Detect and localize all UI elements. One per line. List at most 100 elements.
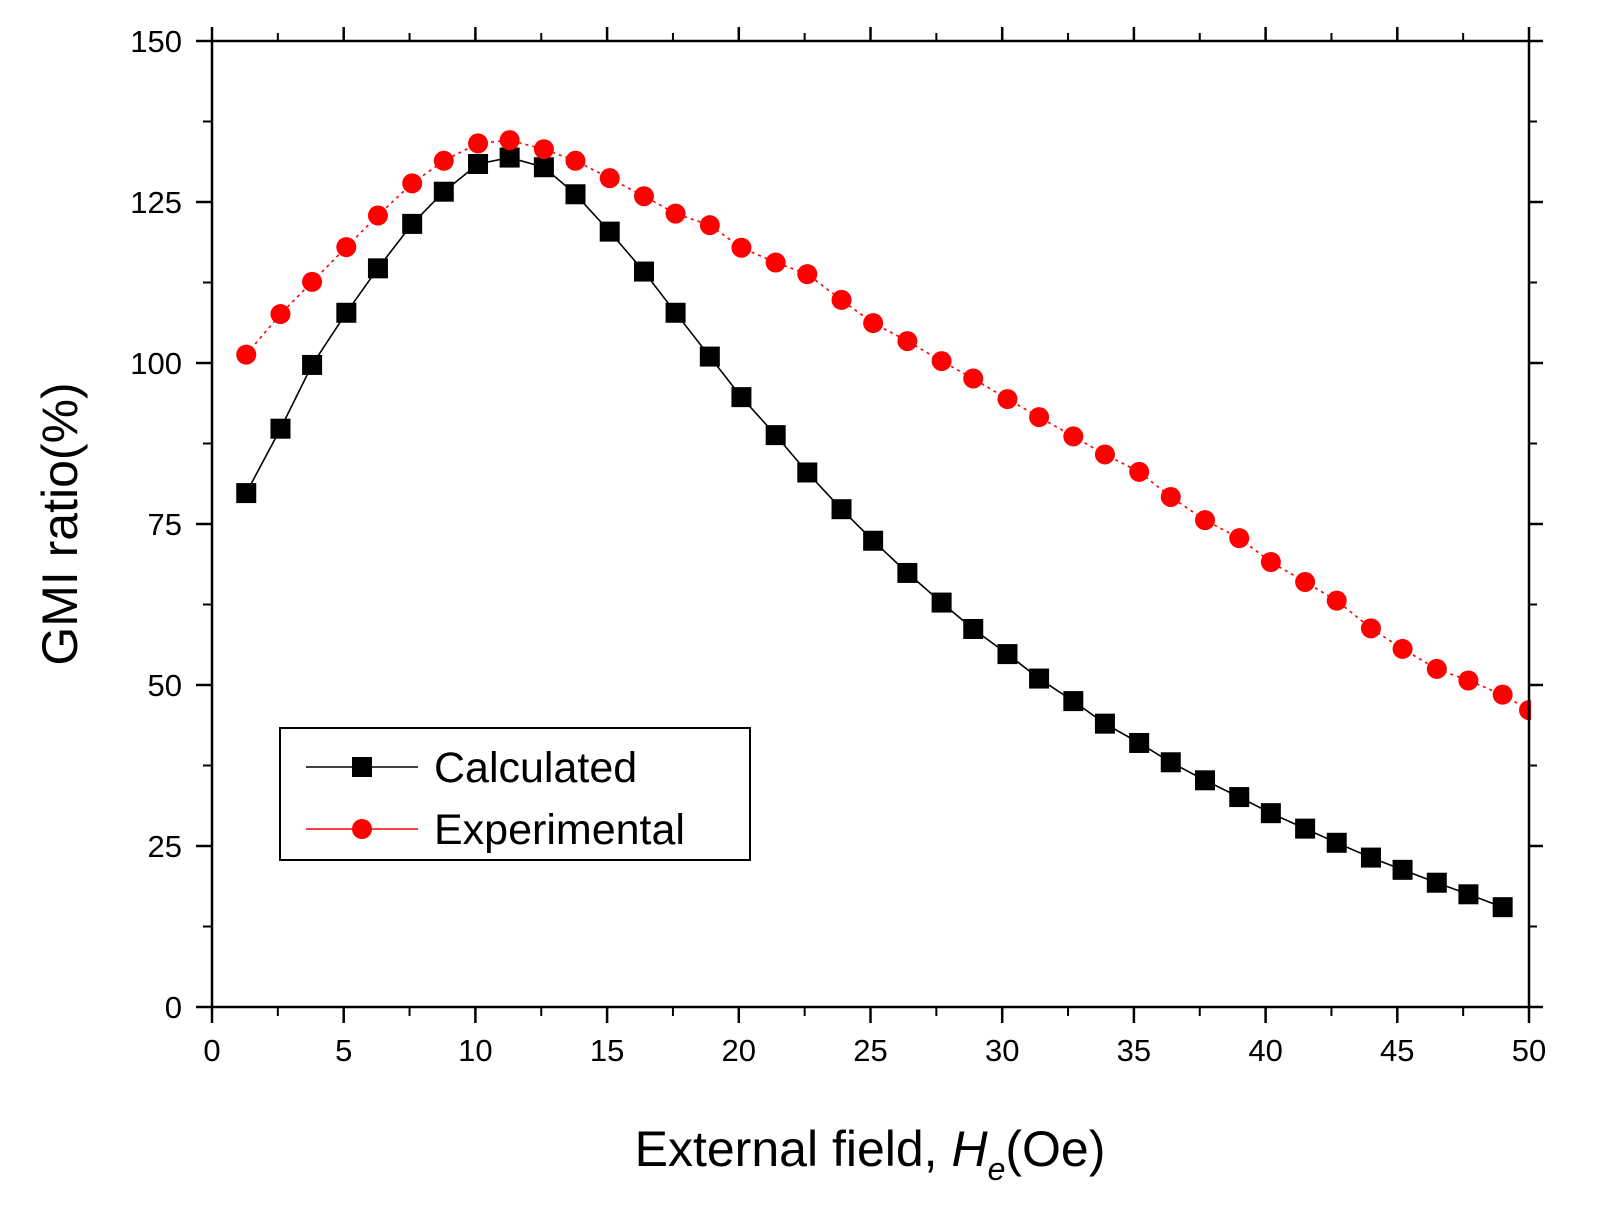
data-point-experimental [433, 150, 454, 171]
data-point-experimental [533, 139, 554, 160]
data-point-calculated [433, 181, 454, 202]
data-point-calculated [336, 302, 357, 323]
data-point-calculated [731, 387, 752, 408]
y-tick-label: 100 [130, 346, 182, 381]
data-point-calculated [1426, 872, 1447, 893]
legend-item-calculated: Calculated [306, 744, 637, 792]
data-point-experimental [997, 389, 1018, 410]
data-point-experimental [699, 215, 720, 236]
x-tick-label: 20 [722, 1033, 756, 1068]
data-point-calculated [1094, 713, 1115, 734]
data-point-experimental [1260, 551, 1281, 572]
x-axis-title-var: H [951, 1121, 988, 1177]
legend-item-experimental: Experimental [306, 806, 685, 854]
data-point-experimental [1392, 638, 1413, 659]
y-tick-label: 25 [148, 829, 182, 864]
data-point-calculated [565, 184, 586, 205]
x-tick-label: 5 [335, 1033, 352, 1068]
data-point-calculated [1195, 770, 1216, 791]
legend-experimental-marker [352, 819, 372, 839]
data-point-experimental [1426, 658, 1447, 679]
x-tick-label: 50 [1512, 1033, 1546, 1068]
data-point-experimental [1129, 461, 1150, 482]
x-tick-label: 45 [1380, 1033, 1414, 1068]
x-tick-label: 25 [853, 1033, 887, 1068]
data-point-calculated [402, 213, 423, 234]
legend-calculated-marker [352, 757, 372, 777]
y-tick-label: 0 [165, 990, 182, 1025]
data-point-experimental [236, 344, 257, 365]
data-point-experimental [665, 203, 686, 224]
data-point-calculated [633, 261, 654, 282]
data-point-calculated [1326, 832, 1347, 853]
data-point-experimental [1029, 407, 1050, 428]
data-point-calculated [1260, 803, 1281, 824]
data-point-calculated [963, 618, 984, 639]
x-axis-title-unit: (Oe) [1005, 1121, 1105, 1177]
data-point-experimental [897, 331, 918, 352]
data-point-calculated [270, 418, 291, 439]
data-point-experimental [270, 304, 291, 325]
data-point-calculated [797, 462, 818, 483]
data-point-experimental [599, 168, 620, 189]
y-tick-label: 50 [148, 668, 182, 703]
data-point-experimental [1195, 510, 1216, 531]
data-point-experimental [1160, 486, 1181, 507]
data-point-experimental [831, 289, 852, 310]
series-calculated [236, 147, 1513, 918]
data-point-experimental [765, 252, 786, 273]
data-point-calculated [1229, 787, 1250, 808]
data-point-calculated [236, 483, 257, 504]
data-point-calculated [1160, 752, 1181, 773]
data-point-calculated [863, 530, 884, 551]
x-tick-label: 0 [203, 1033, 220, 1068]
data-point-calculated [302, 354, 323, 375]
data-point-calculated [1458, 884, 1479, 905]
data-point-experimental [302, 271, 323, 292]
plot-frame [210, 39, 1531, 1009]
data-point-calculated [1295, 818, 1316, 839]
data-point-calculated [367, 258, 388, 279]
series-line-experimental [245, 139, 1530, 711]
y-tick-label: 150 [130, 24, 182, 59]
y-tick-label: 75 [148, 507, 182, 542]
x-tick-label: 15 [590, 1033, 624, 1068]
data-point-calculated [1360, 847, 1381, 868]
legend-experimental-label: Experimental [434, 806, 685, 854]
data-point-calculated [897, 562, 918, 583]
x-axis-title: External field, He(Oe) [635, 1121, 1106, 1187]
data-point-experimental [1063, 426, 1084, 447]
data-point-experimental [367, 205, 388, 226]
data-point-calculated [1063, 691, 1084, 712]
data-point-experimental [931, 351, 952, 372]
data-point-experimental [565, 150, 586, 171]
x-tick-label: 10 [458, 1033, 492, 1068]
data-point-experimental [468, 133, 489, 154]
data-point-calculated [765, 425, 786, 446]
data-point-experimental [633, 186, 654, 207]
data-point-experimental [1295, 571, 1316, 592]
x-tick-label: 40 [1248, 1033, 1282, 1068]
axis-ticks [196, 27, 1543, 1023]
x-axis-title-sub: e [988, 1151, 1006, 1187]
data-point-experimental [1094, 444, 1115, 465]
data-point-experimental [1229, 528, 1250, 549]
data-point-experimental [1326, 590, 1347, 611]
data-point-experimental [336, 237, 357, 258]
data-point-calculated [1129, 732, 1150, 753]
x-tick-label: 35 [1117, 1033, 1151, 1068]
data-point-experimental [963, 368, 984, 389]
data-point-calculated [1029, 668, 1050, 689]
data-point-experimental [499, 130, 520, 151]
data-point-calculated [665, 302, 686, 323]
x-tick-label: 30 [985, 1033, 1019, 1068]
data-point-calculated [499, 147, 520, 168]
data-point-calculated [533, 157, 554, 178]
data-point-calculated [468, 154, 489, 175]
data-point-experimental [731, 237, 752, 258]
data-point-experimental [402, 173, 423, 194]
data-point-calculated [699, 346, 720, 367]
data-point-experimental [1360, 618, 1381, 639]
